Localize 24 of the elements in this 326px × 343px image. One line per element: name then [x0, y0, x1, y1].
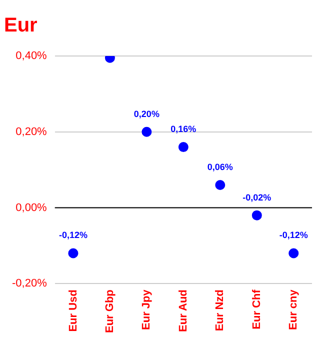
y-tick-label: -0,20% — [12, 278, 48, 290]
y-tick-label: 0,20% — [16, 126, 48, 138]
point — [252, 210, 262, 220]
x-tick-label: Eur Nzd — [214, 290, 226, 332]
data-label: 0,06% — [207, 162, 233, 172]
data-label: -0,12% — [279, 230, 308, 240]
data-label: -0,02% — [242, 192, 272, 202]
x-tick-label: Eur Chf — [250, 289, 263, 330]
y-tick-label: 0,00% — [16, 202, 48, 214]
x-tick-label: Eur Jpy — [140, 288, 153, 330]
x-tick-label: Eur Gbp — [104, 289, 116, 334]
x-tick-label: Eur Usd — [67, 290, 80, 332]
x-tick-label: Eur Aud — [177, 290, 190, 332]
point — [178, 142, 188, 152]
point — [215, 180, 226, 190]
point — [142, 126, 152, 137]
point — [68, 248, 78, 258]
x-tick-label: Eur cny — [288, 288, 300, 330]
data-label: 0,16% — [170, 124, 196, 134]
chart-title: Eur — [4, 14, 38, 37]
data-label: -0,12% — [58, 230, 88, 240]
data-label: 0,20% — [134, 108, 160, 119]
point — [288, 248, 299, 258]
y-tick-label: 0,40% — [16, 50, 48, 62]
